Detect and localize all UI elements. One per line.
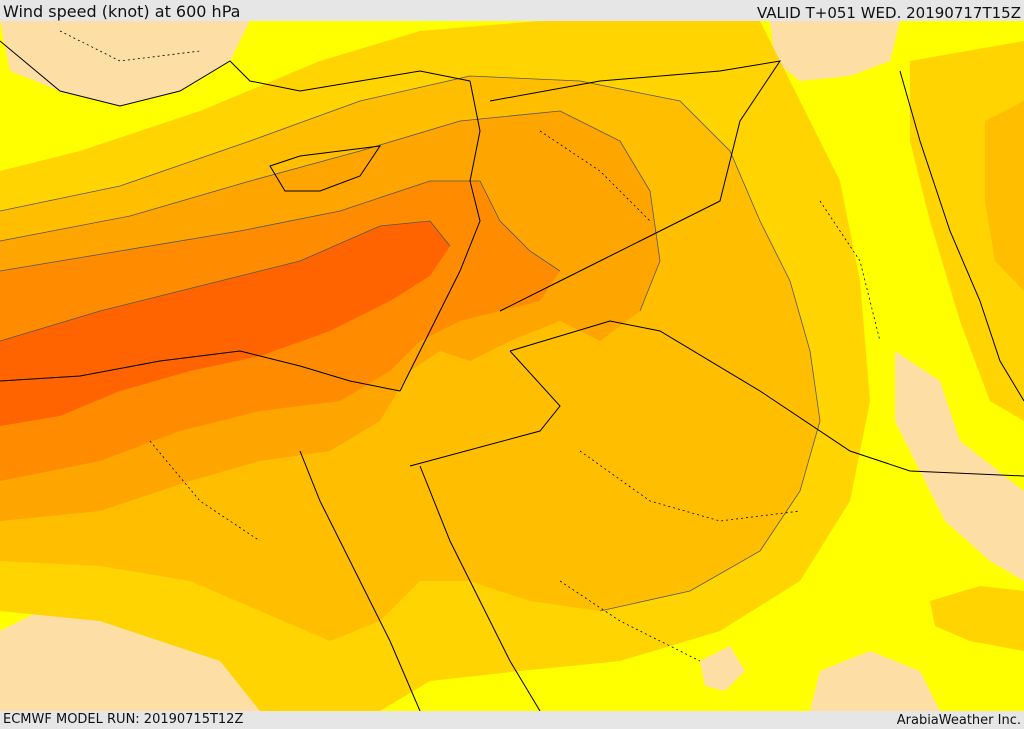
contour-line [0,220,451,342]
border-syria-iraq [489,60,782,312]
low-wind-area-north-iraq [770,21,900,81]
border-jordan-saudi [509,320,1024,477]
low-wind-area-red-sea [700,646,745,691]
contour-line [0,110,661,312]
weather-map [0,21,1024,711]
low-wind-area-saudi-south [810,651,940,711]
coastline-gulf [899,70,1024,402]
map-title: Wind speed (knot) at 600 hPa [3,2,241,21]
admin-boundary [149,440,261,542]
header-bar: Wind speed (knot) at 600 hPa VALID T+051… [0,0,1024,22]
wind-band-max [0,221,450,426]
admin-boundary [559,580,701,662]
valid-time: VALID T+051 WED. 20190717T15Z [756,4,1021,22]
coastline-turkey [0,40,471,107]
credit-label: ArabiaWeather Inc. [896,713,1021,728]
model-run-label: ECMWF MODEL RUN: 20190715T12Z [3,712,244,727]
border-saudi-jordan [409,350,561,467]
contour-line [0,75,821,612]
wind-band-3-east [985,101,1024,291]
coastline-red-sea-east [419,465,541,711]
wind-band-2-se [930,586,1024,651]
coastline-cyprus [269,145,382,192]
wind-speed-map [0,21,1024,711]
footer-bar: ECMWF MODEL RUN: 20190715T12Z ArabiaWeat… [0,711,1024,729]
coastline-levant [399,80,481,392]
low-wind-area-gulf [895,351,1024,581]
coastline-egypt-north [0,350,401,392]
border-egypt-sudan-line [299,450,421,711]
contour-line [0,180,561,272]
admin-boundary [59,30,201,62]
low-wind-area-turkey [0,21,250,106]
